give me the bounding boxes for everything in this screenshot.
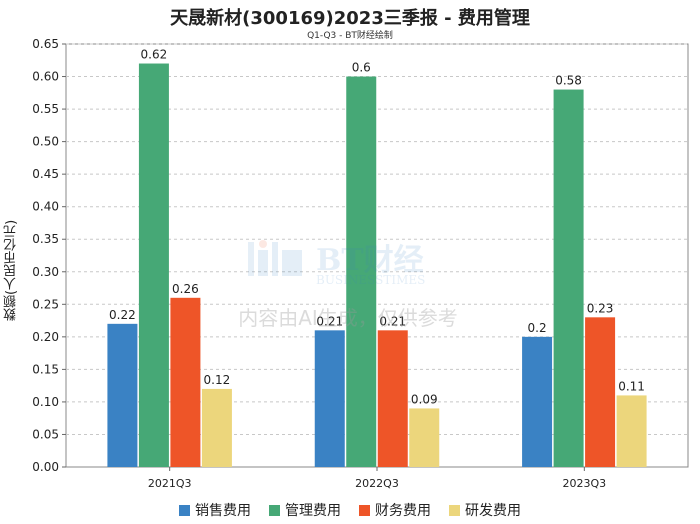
data-label: 0.11 xyxy=(618,379,645,393)
bar xyxy=(522,336,553,467)
legend-swatch xyxy=(449,504,460,516)
data-label: 0.26 xyxy=(172,282,199,296)
x-tick-label: 2023Q3 xyxy=(563,477,607,490)
legend-item: 研发费用 xyxy=(449,500,521,520)
data-label: 0.12 xyxy=(204,373,231,387)
legend: 销售费用 管理费用 财务费用 研发费用 xyxy=(0,500,700,520)
bar xyxy=(616,395,647,467)
y-tick-label: 0.25 xyxy=(32,297,59,311)
data-label: 0.58 xyxy=(555,74,582,88)
y-tick-label: 0.20 xyxy=(32,330,59,344)
legend-swatch xyxy=(359,504,370,516)
y-tick-label: 0.10 xyxy=(32,395,59,409)
bar xyxy=(201,388,232,467)
y-tick-label: 0.00 xyxy=(32,460,59,474)
legend-label: 研发费用 xyxy=(465,503,521,519)
bar xyxy=(138,63,169,468)
legend-label: 销售费用 xyxy=(195,503,251,519)
legend-swatch xyxy=(269,504,280,516)
bar xyxy=(170,297,201,467)
y-axis-label: 数额(人民币亿元) xyxy=(4,219,19,321)
data-label: 0.09 xyxy=(411,392,438,406)
data-label: 0.21 xyxy=(379,314,406,328)
legend-label: 财务费用 xyxy=(375,503,431,519)
y-tick-label: 0.15 xyxy=(32,362,59,376)
y-tick-label: 0.65 xyxy=(32,37,59,51)
bar xyxy=(107,323,138,467)
bar xyxy=(553,89,584,468)
data-label: 0.23 xyxy=(587,301,614,315)
bar xyxy=(346,76,377,468)
y-tick-label: 0.05 xyxy=(32,427,59,441)
y-tick-label: 0.45 xyxy=(32,167,59,181)
y-tick-label: 0.35 xyxy=(32,232,59,246)
y-tick-label: 0.30 xyxy=(32,265,59,279)
bar xyxy=(377,330,408,467)
y-tick-label: 0.40 xyxy=(32,200,59,214)
legend-label: 管理费用 xyxy=(285,503,341,519)
bar xyxy=(314,330,345,467)
x-tick-label: 2022Q3 xyxy=(355,477,399,490)
chart-title: 天晟新材(300169)2023三季报 - 费用管理 xyxy=(170,8,530,29)
data-label: 0.22 xyxy=(109,308,136,322)
y-tick-label: 0.60 xyxy=(32,70,59,84)
y-tick-label: 0.55 xyxy=(32,102,59,116)
legend-item: 财务费用 xyxy=(359,500,431,520)
y-tick-label: 0.50 xyxy=(32,135,59,149)
data-label: 0.2 xyxy=(528,321,547,335)
bar xyxy=(409,408,440,467)
data-label: 0.62 xyxy=(141,48,168,62)
legend-item: 管理费用 xyxy=(269,500,341,520)
legend-item: 销售费用 xyxy=(179,500,251,520)
data-label: 0.21 xyxy=(316,314,343,328)
bar xyxy=(585,317,616,467)
data-label: 0.6 xyxy=(352,61,371,75)
chart-subtitle: Q1-Q3 - BT财经绘制 xyxy=(307,31,393,41)
x-tick-label: 2021Q3 xyxy=(148,477,192,490)
legend-swatch xyxy=(179,504,190,516)
